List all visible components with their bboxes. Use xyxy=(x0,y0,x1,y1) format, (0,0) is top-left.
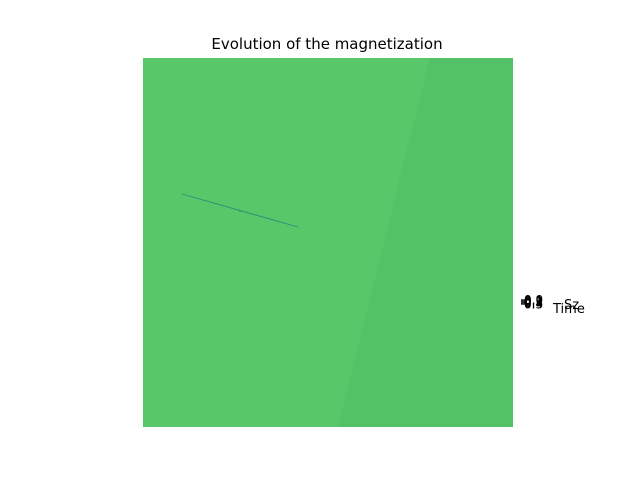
z-tick-label: 0.2 xyxy=(524,295,543,309)
x-axis-label: Time xyxy=(552,302,585,317)
z-tick-label: 0.5 xyxy=(524,297,543,311)
z-tick-label: 0.4 xyxy=(524,296,543,310)
surface-shade xyxy=(338,58,513,427)
chart-title: Evolution of the magnetization xyxy=(211,35,442,53)
z-tick-label: 0.1 xyxy=(524,294,543,308)
plot-area xyxy=(143,58,513,427)
y-axis-label: Sz xyxy=(564,298,579,313)
z-tick-label: 0.3 xyxy=(524,295,543,309)
series-marker xyxy=(239,210,241,212)
z-tick-label: 0.0 xyxy=(524,293,543,307)
z-axis: 0.00.10.20.30.40.5 xyxy=(521,293,543,311)
